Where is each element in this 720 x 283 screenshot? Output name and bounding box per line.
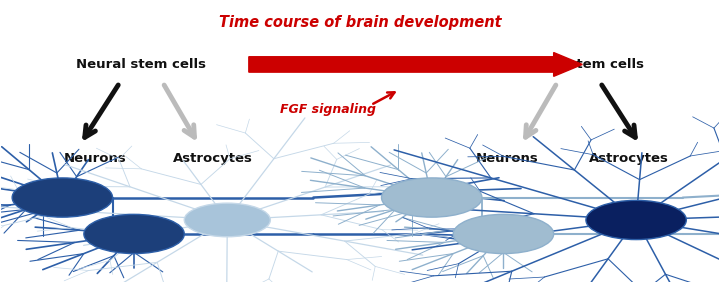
FancyArrow shape <box>249 53 582 76</box>
Text: Neurons: Neurons <box>63 152 126 165</box>
Text: Astrocytes: Astrocytes <box>173 152 253 165</box>
Text: Neural stem cells: Neural stem cells <box>76 58 206 71</box>
Text: Astrocytes: Astrocytes <box>589 152 669 165</box>
Circle shape <box>586 200 686 240</box>
Ellipse shape <box>453 214 554 254</box>
Circle shape <box>184 203 270 237</box>
Ellipse shape <box>382 178 482 217</box>
Text: FGF signaling: FGF signaling <box>280 103 376 116</box>
Text: Neurons: Neurons <box>476 152 539 165</box>
Text: Neural stem cells: Neural stem cells <box>514 58 644 71</box>
Ellipse shape <box>84 214 184 254</box>
Text: Time course of brain development: Time course of brain development <box>219 15 501 30</box>
Ellipse shape <box>12 178 112 217</box>
